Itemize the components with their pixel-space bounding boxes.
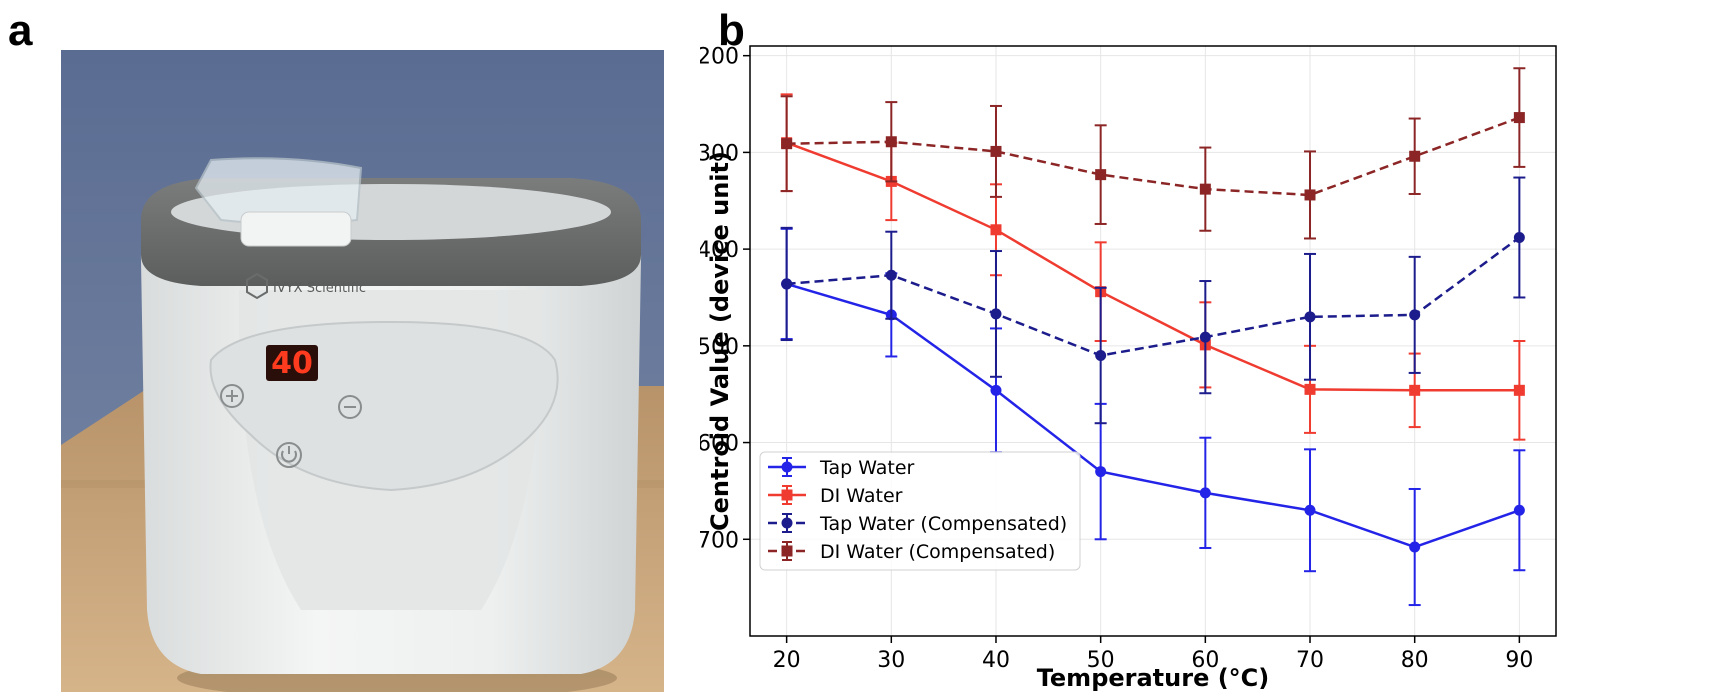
y-tick-label: −300 [700, 141, 739, 166]
data-series [780, 67, 1526, 607]
legend-item: Tap Water [768, 457, 915, 479]
axis-ticks: 20 30 40 50 60 70 80 90 −700 −600 −500 −400 −300 −200 [700, 45, 1533, 673]
legend-marker [781, 489, 793, 501]
data-point [1095, 169, 1107, 181]
data-point [1513, 504, 1525, 516]
y-tick-label: −500 [700, 335, 739, 360]
x-tick-label: 80 [1401, 648, 1429, 673]
legend-label: Tap Water (Compensated) [819, 513, 1067, 535]
power-icon[interactable] [276, 442, 302, 468]
data-point [1199, 331, 1211, 343]
beaker-clip [240, 211, 352, 247]
data-point [990, 308, 1002, 320]
y-axis-label: Centroid Value (device unit) [706, 151, 734, 531]
data-point [1199, 183, 1211, 195]
x-tick-label: 70 [1296, 648, 1324, 673]
data-point [990, 224, 1002, 236]
x-tick-label: 50 [1087, 648, 1115, 673]
legend-item: Tap Water (Compensated) [768, 513, 1067, 535]
legend: Tap Water DI Water Tap Water (Compensated)… [759, 451, 1081, 571]
plot-frame [749, 45, 1557, 637]
series-line [786, 236, 1521, 357]
data-point [1513, 112, 1525, 124]
y-tick-label: −600 [700, 432, 739, 457]
x-tick-label: 60 [1191, 648, 1219, 673]
legend-label: Tap Water [819, 457, 915, 479]
legend-item: DI Water (Compensated) [768, 541, 1055, 563]
legend-marker [781, 517, 793, 529]
x-tick-label: 20 [773, 648, 801, 673]
data-point [1095, 350, 1107, 362]
data-point [885, 269, 897, 281]
legend-item: DI Water [768, 485, 903, 507]
data-point [990, 384, 1002, 396]
data-point [1095, 466, 1107, 478]
data-point [1409, 384, 1421, 396]
x-tick-label: 90 [1505, 648, 1533, 673]
x-tick-label: 30 [877, 648, 905, 673]
brand-logo-icon [246, 272, 268, 300]
plus-icon[interactable] [220, 384, 244, 408]
data-point [781, 138, 793, 150]
y-tick-label: −700 [700, 528, 739, 553]
water-bath-photo: IVYX Scientific 40 [61, 50, 664, 692]
data-point [1304, 189, 1316, 201]
series-line [786, 116, 1520, 197]
data-point [1304, 311, 1316, 323]
brand-text: IVYX Scientific [273, 281, 366, 296]
data-point [1304, 383, 1316, 395]
data-point [990, 145, 1002, 157]
data-point [1409, 309, 1421, 321]
legend-marker [781, 461, 793, 473]
legend-box [759, 451, 1081, 571]
data-point [1199, 487, 1211, 499]
data-point [781, 278, 793, 290]
y-tick-label: −400 [700, 238, 739, 263]
led-display [266, 345, 318, 381]
legend-label: DI Water [820, 485, 903, 507]
minus-icon[interactable] [338, 395, 362, 419]
x-tick-label: 40 [982, 648, 1010, 673]
data-point [1409, 150, 1421, 162]
series-3 [780, 67, 1526, 240]
series-line [786, 282, 1520, 549]
series-line [786, 141, 1520, 392]
series-2 [780, 176, 1526, 425]
y-tick-label: −200 [700, 45, 739, 70]
data-point [1304, 504, 1316, 516]
led-display-value: 40 [271, 346, 313, 381]
x-axis-label: Temperature (°C) [1037, 664, 1270, 692]
legend-label: DI Water (Compensated) [820, 541, 1055, 563]
panel-label-b: b [718, 6, 745, 55]
legend-marker [781, 545, 793, 557]
panel-label-a: a [8, 6, 33, 55]
data-point [1513, 232, 1525, 244]
data-point [1513, 384, 1525, 396]
data-point [1409, 541, 1421, 553]
data-point [885, 136, 897, 148]
temperature-centroid-chart: 20 30 40 50 60 70 80 90 −700 −600 −500 −400 −300 −200… [700, 45, 1557, 692]
